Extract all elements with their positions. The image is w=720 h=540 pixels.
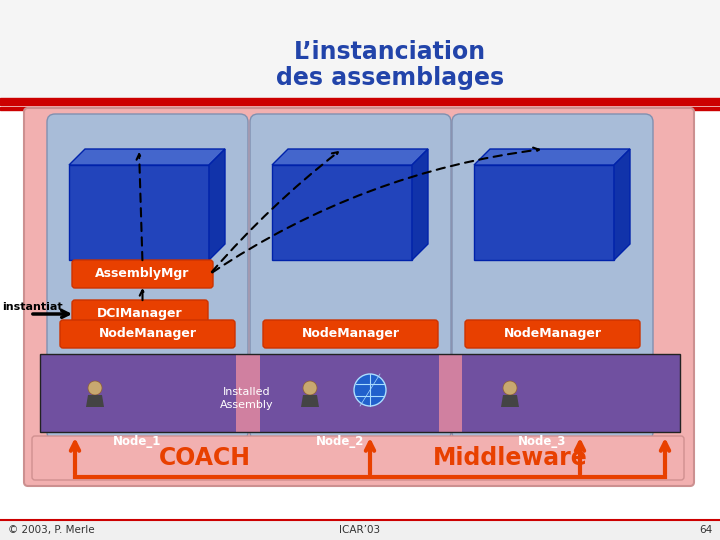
Text: instantiat: instantiat xyxy=(2,302,63,312)
Text: Installed: Installed xyxy=(223,387,271,397)
Text: NodeManager: NodeManager xyxy=(302,327,400,341)
Bar xyxy=(0,0,720,100)
Text: Node_2: Node_2 xyxy=(316,435,364,448)
Text: Assembly: Assembly xyxy=(220,400,274,410)
Bar xyxy=(474,165,614,260)
Bar xyxy=(69,165,209,260)
FancyBboxPatch shape xyxy=(60,320,235,348)
Text: ICAR’03: ICAR’03 xyxy=(339,525,381,535)
Circle shape xyxy=(354,374,386,406)
FancyBboxPatch shape xyxy=(72,260,213,288)
Text: COACH: COACH xyxy=(159,446,251,470)
Bar xyxy=(0,107,720,110)
Text: © 2003, P. Merle: © 2003, P. Merle xyxy=(8,525,94,535)
Polygon shape xyxy=(412,149,428,260)
Polygon shape xyxy=(86,395,104,407)
Bar xyxy=(40,354,680,432)
Bar xyxy=(57,354,238,432)
Bar xyxy=(462,354,643,432)
Text: NodeManager: NodeManager xyxy=(99,327,197,341)
Bar xyxy=(439,354,464,432)
Bar xyxy=(236,354,262,432)
FancyBboxPatch shape xyxy=(452,114,653,440)
Text: DCIManager: DCIManager xyxy=(97,307,183,321)
Polygon shape xyxy=(69,149,225,165)
Text: NodeManager: NodeManager xyxy=(503,327,601,341)
Text: L’instanciation: L’instanciation xyxy=(294,40,486,64)
FancyBboxPatch shape xyxy=(263,320,438,348)
Bar xyxy=(0,98,720,105)
Bar xyxy=(260,354,441,432)
Polygon shape xyxy=(209,149,225,260)
Text: 64: 64 xyxy=(698,525,712,535)
Text: Node_1: Node_1 xyxy=(113,435,161,448)
Text: des assemblages: des assemblages xyxy=(276,66,504,90)
FancyBboxPatch shape xyxy=(47,114,248,440)
Bar xyxy=(40,354,680,432)
Polygon shape xyxy=(614,149,630,260)
Bar xyxy=(0,520,720,540)
FancyBboxPatch shape xyxy=(72,300,208,328)
Text: Node_3: Node_3 xyxy=(518,435,566,448)
Polygon shape xyxy=(272,149,428,165)
FancyBboxPatch shape xyxy=(24,108,694,486)
Circle shape xyxy=(303,381,317,395)
Bar xyxy=(272,165,412,260)
Circle shape xyxy=(88,381,102,395)
FancyBboxPatch shape xyxy=(250,114,451,440)
Circle shape xyxy=(503,381,517,395)
Text: Middleware: Middleware xyxy=(433,446,588,470)
Text: AssemblyMgr: AssemblyMgr xyxy=(95,267,189,280)
Polygon shape xyxy=(501,395,519,407)
FancyBboxPatch shape xyxy=(32,436,684,480)
Polygon shape xyxy=(474,149,630,165)
Polygon shape xyxy=(301,395,319,407)
FancyBboxPatch shape xyxy=(465,320,640,348)
